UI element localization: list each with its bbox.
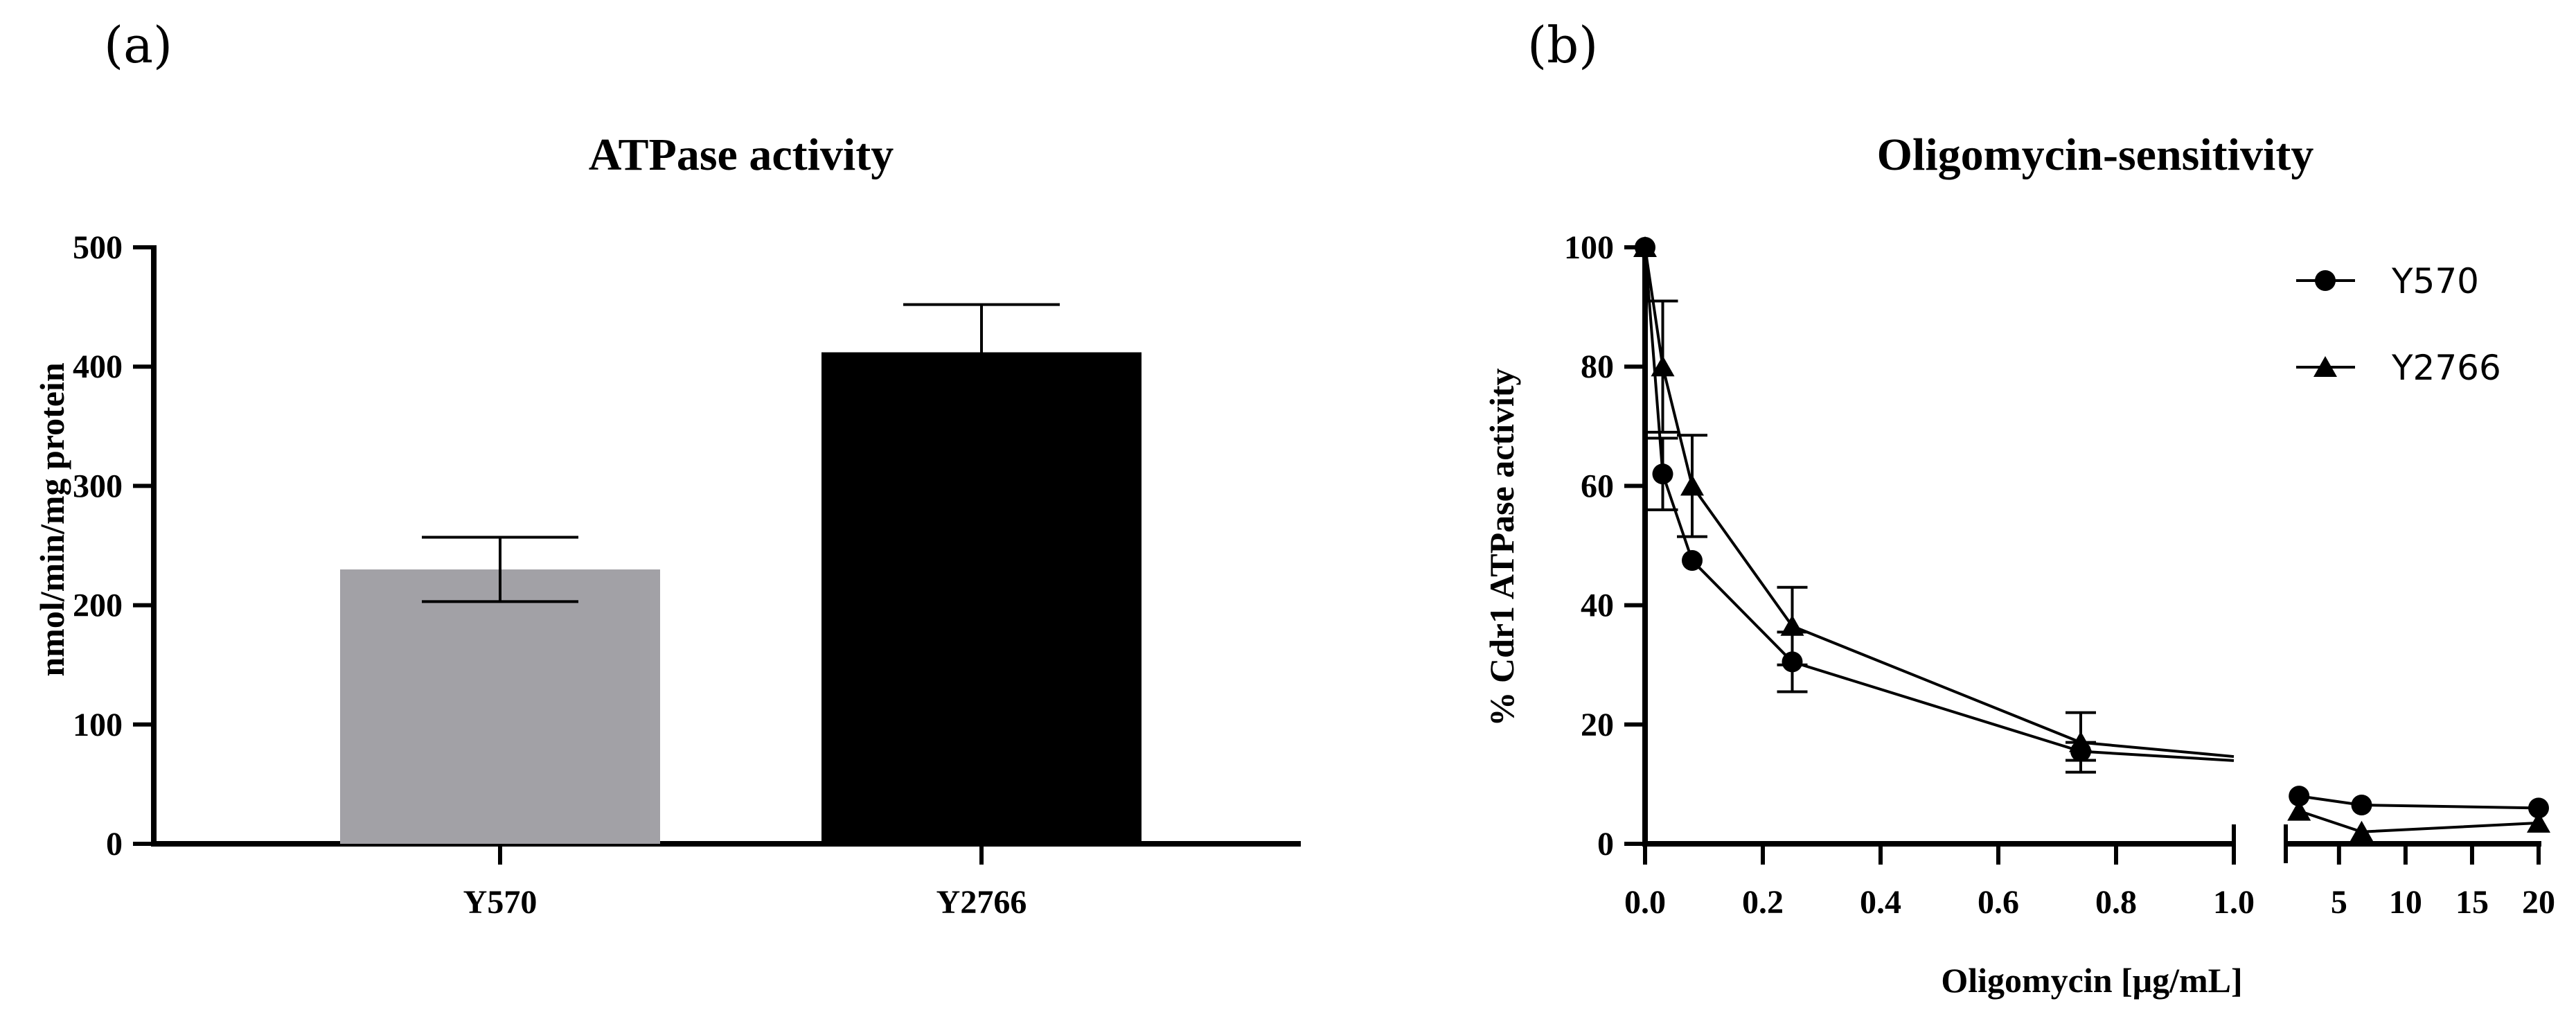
point-y2766 <box>1633 236 1657 257</box>
chart-b-xlabel: Oligomycin [μg/mL] <box>1941 961 2242 1000</box>
chart-b-ytick-label: 60 <box>1581 468 1614 504</box>
chart-a-ylabel: nmol/min/mg protein <box>33 362 71 676</box>
chart-b-xtick-label: 1.0 <box>2213 884 2255 921</box>
series-line-y570 <box>1644 247 2235 762</box>
panel-label-b: (b) <box>1527 16 1598 74</box>
chart-a-xtick-label: Y2766 <box>936 884 1027 921</box>
chart-b-ytick-label: 80 <box>1581 348 1614 385</box>
point-y2766 <box>1651 355 1675 377</box>
legend-label-y2766: Y2766 <box>2391 348 2501 388</box>
chart-b-xtick-label: 0.6 <box>1978 884 2019 921</box>
chart-b-ylabel: % Cdr1 ATPase activity <box>1482 368 1521 726</box>
chart-b-ytick-label: 100 <box>1564 229 1614 266</box>
point-y570 <box>1652 463 1673 485</box>
chart-b-xtick-label: 0.4 <box>1860 884 1901 921</box>
chart-a-bar <box>340 569 660 844</box>
legend-label-y570: Y570 <box>2391 261 2479 301</box>
point-y570 <box>2351 795 2372 816</box>
point-y570 <box>1682 550 1703 572</box>
point-y570 <box>2528 797 2549 819</box>
series-line-y2766 <box>1644 247 2235 759</box>
chart-b-xtick-label: 0.0 <box>1624 884 1666 921</box>
line-chart-oligomycin-sensitivity: Oligomycin-sensitivity % Cdr1 ATPase act… <box>1482 130 2555 1000</box>
chart-b-ytick-label: 20 <box>1581 707 1614 743</box>
point-y2766 <box>1780 614 1804 636</box>
point-y570 <box>2289 786 2310 807</box>
chart-a-title: ATPase activity <box>589 130 894 180</box>
legend-marker-y2766 <box>2313 356 2337 377</box>
series-line-y570 <box>2298 795 2539 810</box>
legend: Y570 Y2766 <box>2296 261 2501 388</box>
chart-b-xtick-label: 5 <box>2331 884 2347 921</box>
chart-a-ytick-label: 0 <box>106 826 123 863</box>
point-y2766 <box>2527 811 2550 833</box>
chart-a-ytick-label: 100 <box>73 707 123 743</box>
chart-b-title: Oligomycin-sensitivity <box>1877 130 2314 180</box>
series-line-y2766 <box>2298 809 2539 833</box>
chart-a-ytick-label: 200 <box>73 587 123 624</box>
chart-a-ytick-label: 400 <box>73 348 123 385</box>
chart-b-ytick-label: 0 <box>1597 826 1614 863</box>
chart-b-xtick-label: 20 <box>2522 884 2555 921</box>
legend-marker-y570 <box>2315 270 2336 291</box>
bar-chart-atpase-activity: ATPase activity nmol/min/mg protein 0 100… <box>33 130 1301 921</box>
point-y2766 <box>1680 475 1704 496</box>
panel-label-a: (a) <box>104 16 172 74</box>
chart-a-ytick-label: 300 <box>73 468 123 504</box>
point-y2766 <box>2287 799 2311 821</box>
chart-b-xtick-label: 10 <box>2389 884 2422 921</box>
chart-a-ytick-label: 500 <box>73 229 123 266</box>
point-y2766 <box>2350 820 2374 842</box>
chart-b-xtick-label: 0.2 <box>1742 884 1784 921</box>
chart-b-xtick-label: 15 <box>2455 884 2489 921</box>
chart-a-bar <box>821 352 1142 844</box>
point-y2766 <box>2069 731 2093 752</box>
chart-b-xtick-label: 0.8 <box>2095 884 2137 921</box>
chart-a-xtick-label: Y570 <box>463 884 538 921</box>
chart-b-ytick-label: 40 <box>1581 587 1614 624</box>
